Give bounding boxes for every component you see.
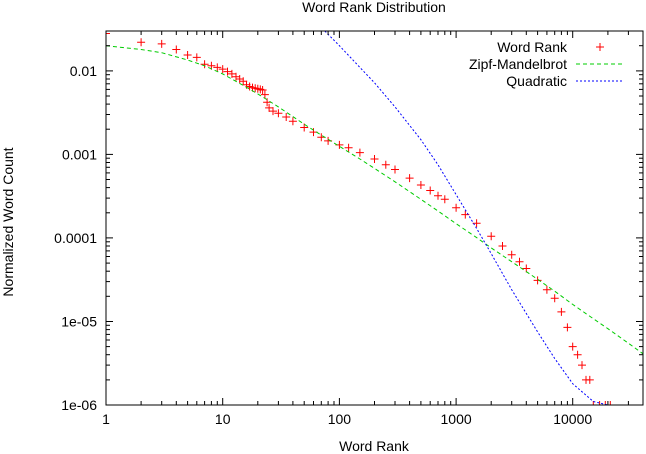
- data-point: [370, 155, 379, 163]
- data-point: [573, 350, 582, 359]
- data-point: [507, 250, 516, 259]
- data-point: [533, 276, 542, 285]
- x-tick-label: 1000: [441, 411, 472, 427]
- data-point: [218, 65, 227, 74]
- data-point: [300, 123, 309, 132]
- data-point: [258, 86, 267, 94]
- data-point: [550, 294, 559, 303]
- data-point: [355, 148, 364, 157]
- axis-ticks: 1 10 100 1000 10000 0.01 0.001 0.0001 1e-05 1e-06: [54, 30, 644, 427]
- data-point: [274, 109, 283, 118]
- data-point: [381, 160, 390, 169]
- data-point: [265, 103, 274, 112]
- data-point: [557, 307, 566, 316]
- data-point: [263, 98, 272, 107]
- y-tick-label: 0.001: [62, 146, 97, 162]
- data-point: [426, 186, 435, 195]
- data-point: [606, 401, 615, 405]
- series-quadratic: [324, 31, 609, 405]
- data-point: [200, 60, 209, 69]
- data-point: [239, 77, 248, 86]
- x-axis-label: Word Rank: [339, 438, 410, 454]
- y-axis-label: Normalized Word Count: [0, 147, 16, 296]
- data-point: [172, 45, 181, 54]
- chart-title: Word Rank Distribution: [302, 0, 446, 15]
- x-tick-label: 1: [102, 411, 110, 427]
- data-point: [192, 53, 201, 62]
- data-point: [137, 38, 146, 47]
- data-point: [106, 31, 110, 38]
- data-point: [227, 69, 236, 78]
- data-point: [487, 232, 496, 241]
- data-point: [344, 143, 353, 152]
- x-tick-label: 10000: [553, 411, 592, 427]
- data-point: [578, 361, 586, 370]
- data-point: [391, 165, 399, 174]
- data-point: [223, 67, 232, 76]
- data-point: [434, 191, 442, 200]
- data-point: [452, 203, 461, 212]
- data-point: [589, 401, 598, 405]
- y-tick-label: 0.0001: [54, 230, 97, 246]
- data-point: [260, 90, 269, 99]
- data-point: [563, 323, 572, 332]
- data-point: [157, 39, 166, 48]
- x-tick-label: 100: [328, 411, 352, 427]
- data-point: [542, 285, 551, 294]
- data-point: [601, 401, 610, 405]
- y-tick-label: 0.01: [70, 63, 97, 79]
- data-point: [515, 257, 524, 266]
- legend-label: Zipf-Mandelbrot: [469, 56, 567, 72]
- data-point: [416, 181, 425, 189]
- legend-label: Quadratic: [506, 73, 567, 89]
- data-point: [405, 174, 414, 183]
- data-point: [183, 51, 192, 59]
- data-point: [498, 242, 507, 250]
- x-tick-label: 10: [215, 411, 231, 427]
- series-zipf-mandelbrot: [106, 45, 643, 355]
- data-point: [585, 375, 594, 384]
- legend-label: Word Rank: [497, 39, 568, 55]
- legend-swatch: [596, 43, 604, 51]
- data-point: [213, 63, 222, 72]
- data-point: [282, 113, 291, 121]
- data-point: [595, 401, 604, 405]
- data-point: [568, 342, 577, 351]
- plot-series: [106, 31, 643, 405]
- series-word-rank: [106, 31, 615, 405]
- y-tick-label: 1e-06: [61, 397, 97, 413]
- data-point: [269, 107, 277, 116]
- data-point: [440, 195, 449, 204]
- y-tick-label: 1e-05: [61, 314, 97, 330]
- data-point: [288, 117, 297, 126]
